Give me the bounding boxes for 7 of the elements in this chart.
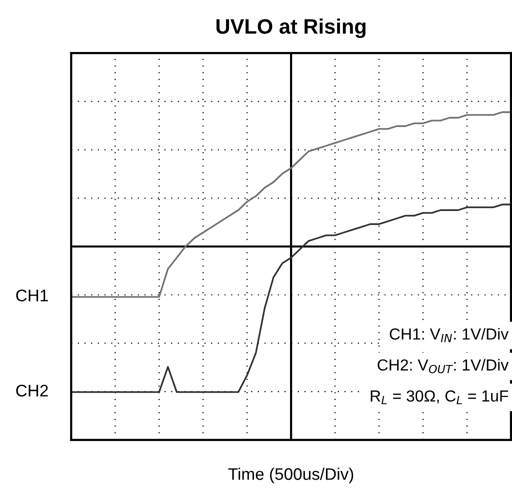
x-axis-title: Time (500us/Div) (228, 468, 354, 484)
series-label: CH2 (16, 384, 48, 397)
annotation: R$_{L}$ = 30Ω, C$_{L}$ = 1uF (370, 390, 508, 404)
annotation: CH1: V$_{IN}$: 1V/Div (390, 328, 509, 342)
chart-title: UVLO at Rising (216, 18, 366, 38)
series-label: CH1 (16, 290, 48, 302)
annotation: CH2: V$_{OUT}$: 1V/Div (378, 358, 509, 374)
